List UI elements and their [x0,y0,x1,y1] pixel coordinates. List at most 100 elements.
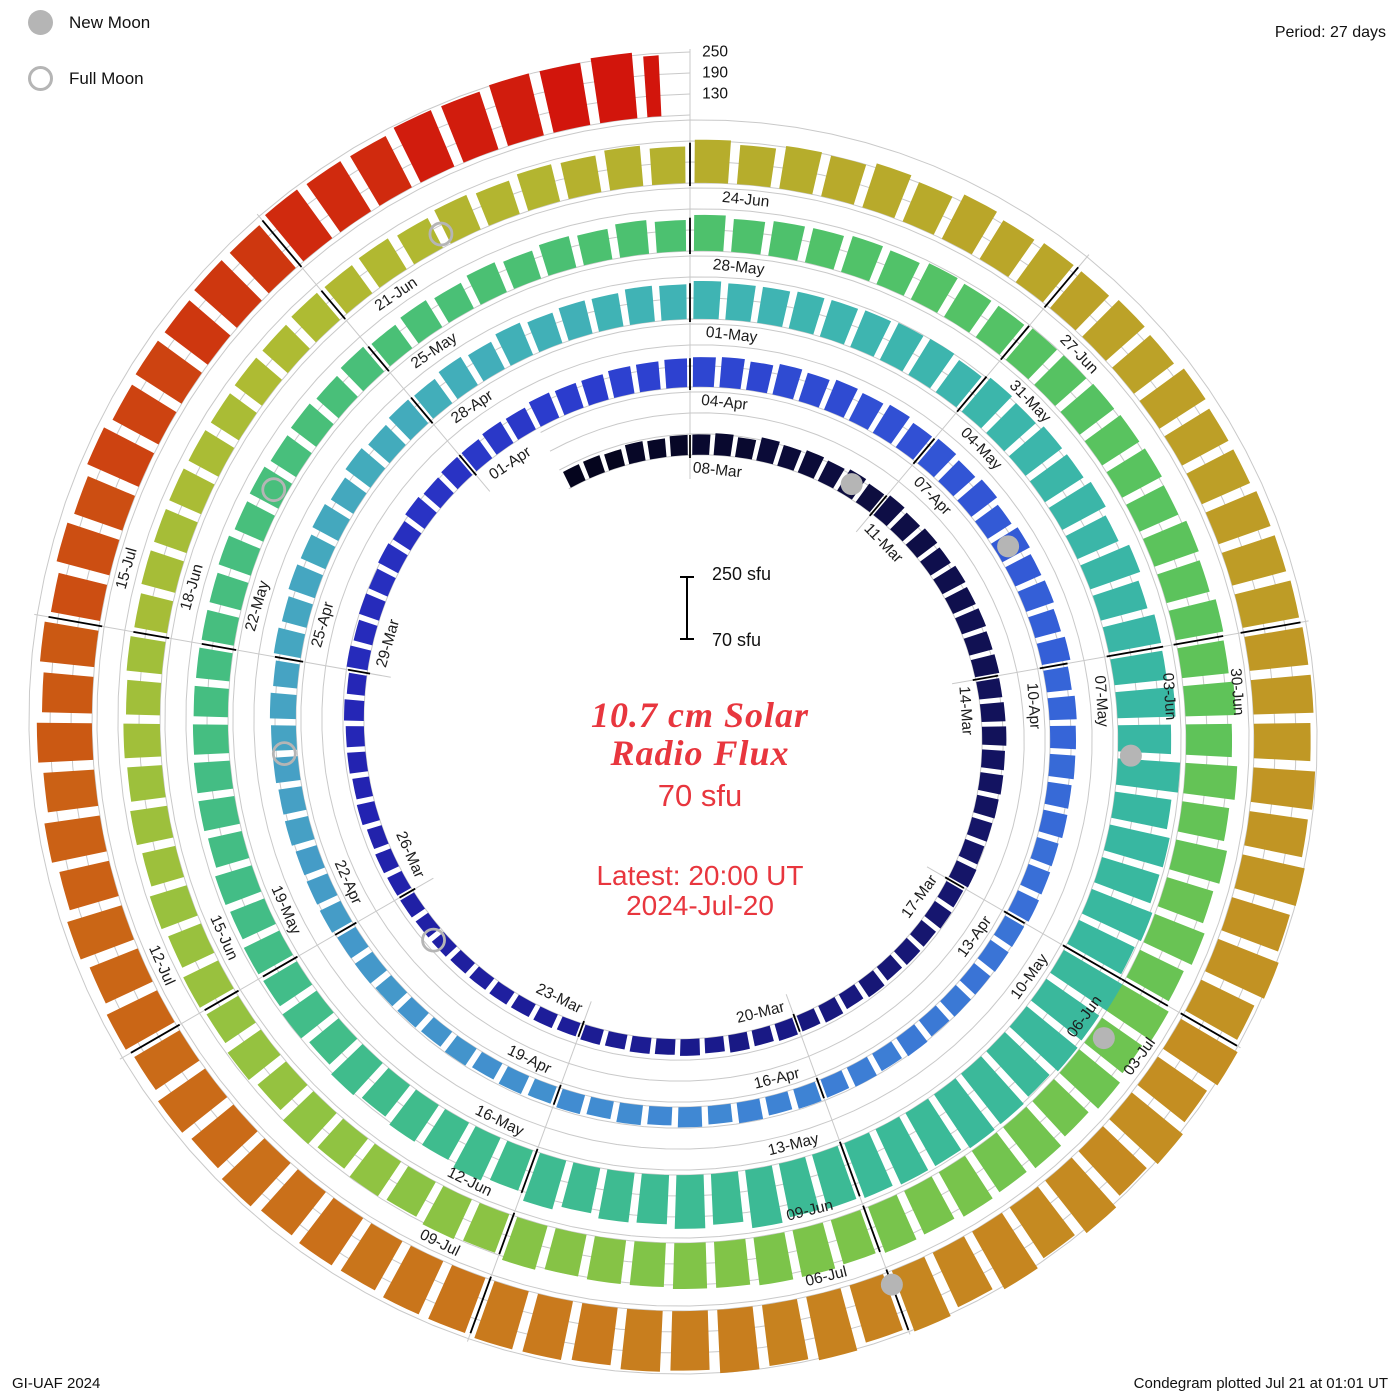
flux-bar [963,631,993,656]
flux-bar [719,357,745,390]
flux-bar [112,384,177,445]
flux-bar [273,660,300,689]
scale-bar-top-label: 250 sfu [712,564,772,584]
flux-bar [1186,449,1251,505]
flux-bar [234,357,282,406]
flux-bar [1126,485,1179,532]
flux-bar [282,1091,337,1145]
flux-bar [1017,580,1054,612]
flux-bar [505,407,536,440]
flux-bar [353,619,378,646]
flux-bar [777,445,802,471]
flux-bar [694,139,731,184]
flux-bar [527,312,563,353]
flux-bar [221,1138,291,1207]
date-label: 14-Mar [955,686,975,736]
flux-bar [779,146,822,195]
flux-bar [168,923,215,968]
flux-bar [198,796,240,832]
flux-bar [793,1081,822,1109]
flux-bar [1005,554,1042,587]
scale-bar-top-cap [680,576,694,578]
baseline-flux-value: 70 sfu [657,778,743,813]
flux-bar [400,892,425,918]
flux-bar [371,324,413,367]
flux-bar [731,219,766,255]
flux-bar [977,939,1009,972]
flux-bar [978,772,1004,795]
flux-bar [768,221,805,261]
flux-bar [598,1169,635,1223]
flux-bar [428,1265,486,1333]
flux-bar [215,865,262,905]
flux-bar [441,456,473,490]
flux-bar [1081,888,1153,942]
flux-bar [344,699,365,721]
flux-bar [441,91,499,163]
flux-bar [495,322,534,366]
flux-bar [778,1156,820,1218]
flux-bar [924,900,952,929]
flux-bar [554,382,584,416]
flux-bar [123,723,162,759]
flux-bar [765,1091,793,1116]
date-tick [262,955,298,978]
flux-bar [523,1152,567,1210]
flux-bar [361,1067,411,1117]
flux-bar [389,1089,439,1142]
flux-bar [875,1116,929,1185]
flux-bar [306,161,372,233]
flux-bar [710,1171,744,1225]
date-label: 07-May [1091,675,1112,728]
flux-bar [269,692,297,720]
flux-bar [74,476,135,531]
flux-bar [717,1306,760,1374]
flux-bar [434,194,481,244]
flux-bar [1110,650,1167,686]
flux-bar [528,392,560,427]
flux-bar [510,994,536,1017]
flux-bar [993,915,1025,947]
flux-bar [670,1310,710,1371]
flux-bar [1047,695,1077,721]
flux-bar [591,293,624,332]
flux-bar [868,1194,917,1253]
flux-bar [1168,599,1224,641]
flux-bar [817,460,845,489]
flux-bar [392,521,422,551]
flux-bar [876,954,903,981]
flux-bar [349,1143,402,1197]
flux-bar [1185,979,1255,1040]
flux-bar [350,136,412,206]
radial-tick-label: 190 [702,65,728,82]
flux-bar [1045,1157,1117,1234]
legend-full-moon: Full Moon [28,66,144,91]
flux-bar [387,870,412,896]
flux-bar [615,220,650,258]
flux-bar [158,1068,228,1133]
flux-bar [340,346,385,392]
flux-bar [728,1031,750,1053]
flux-bar [1221,535,1287,586]
flux-bar [1008,890,1039,922]
flux-bar [201,609,240,646]
flux-bar [629,1035,652,1054]
date-tick [815,1077,825,1099]
flux-bar [1106,448,1162,498]
date-tick [334,921,357,936]
flux-bar [196,647,233,682]
flux-bar [1030,837,1059,867]
flux-bar [463,1202,510,1253]
flux-bar [961,377,1012,429]
scale-bar-line [686,577,688,639]
flux-bar [414,378,453,419]
date-tick [956,376,988,413]
flux-bar [713,433,734,457]
flux-bar [43,769,99,813]
date-tick [1121,978,1169,1007]
flux-bar [1244,627,1309,671]
flux-bar [1094,857,1160,904]
flux-bar [735,437,757,460]
flux-bar [1137,1056,1207,1123]
flux-bar [762,1299,809,1366]
